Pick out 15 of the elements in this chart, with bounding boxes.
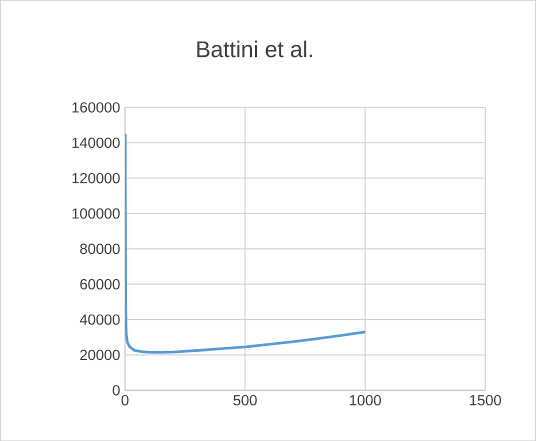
y-tick-label: 40000 <box>80 314 120 325</box>
y-tick-label: 160000 <box>72 102 120 112</box>
y-tick-label: 20000 <box>80 350 120 360</box>
x-tick-label: 500 <box>233 394 257 406</box>
y-tick-label: 140000 <box>72 137 120 148</box>
y-tick-label: 120000 <box>72 172 120 184</box>
chart-title: Battini et al. <box>197 40 312 58</box>
y-tick-label: 100000 <box>72 208 120 219</box>
line-series <box>125 132 367 354</box>
x-tick-label: 1500 <box>470 394 502 406</box>
y-tick-label: 80000 <box>80 244 120 254</box>
x-tick-label: 0 <box>122 394 129 406</box>
y-tick-label: 0 <box>112 384 120 396</box>
y-tick-label: 60000 <box>80 278 120 290</box>
x-tick-label: 1000 <box>350 394 381 406</box>
